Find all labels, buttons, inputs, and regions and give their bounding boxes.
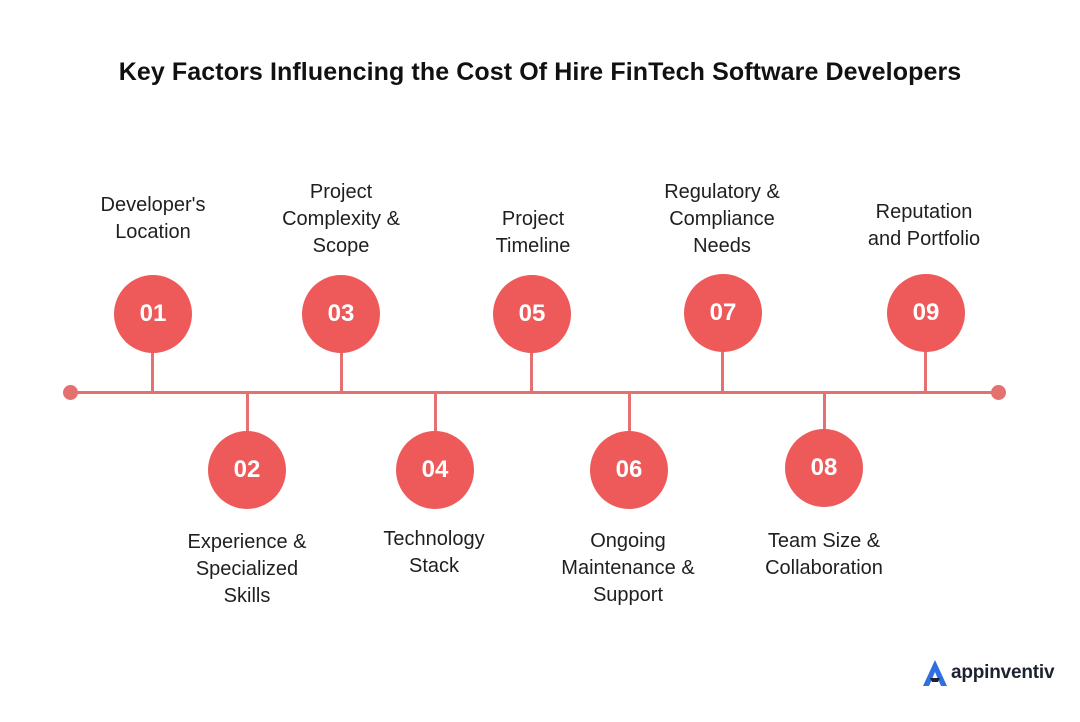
stem-02 xyxy=(246,393,249,433)
step-label-03: Project Complexity & Scope xyxy=(251,179,431,260)
step-circle-07: 07 xyxy=(684,274,762,352)
step-label-01-line-1: Developer's xyxy=(100,194,206,216)
stem-05 xyxy=(530,350,533,392)
step-label-02-line-3: Skills xyxy=(223,585,271,607)
step-label-01-line-2: Location xyxy=(115,221,191,243)
step-label-02-line-1: Experience & xyxy=(187,531,307,553)
step-label-08-line-2: Collaboration xyxy=(765,557,883,579)
step-label-07-line-2: Compliance xyxy=(669,208,775,230)
step-label-07-line-1: Regulatory & xyxy=(664,181,780,203)
appinventiv-logo-icon xyxy=(923,660,947,686)
step-label-06-line-3: Support xyxy=(592,584,664,606)
timeline-start-dot xyxy=(63,385,78,400)
brand-name: appinventiv xyxy=(951,662,1055,683)
stem-08 xyxy=(823,393,826,433)
step-label-04: Technology Stack xyxy=(344,526,524,580)
step-label-06-line-1: Ongoing xyxy=(590,530,666,552)
step-label-08-line-1: Team Size & xyxy=(767,530,881,552)
timeline-end-dot xyxy=(991,385,1006,400)
stem-03 xyxy=(340,350,343,392)
step-label-03-line-3: Scope xyxy=(312,235,370,257)
stem-04 xyxy=(434,393,437,433)
timeline-line xyxy=(70,391,999,394)
step-label-06: Ongoing Maintenance & Support xyxy=(538,528,718,609)
step-label-02-line-2: Specialized xyxy=(195,558,299,580)
step-circle-04: 04 xyxy=(396,431,474,509)
step-label-03-line-1: Project xyxy=(309,181,373,203)
step-circle-02: 02 xyxy=(208,431,286,509)
step-label-08: Team Size & Collaboration xyxy=(734,528,914,582)
step-label-05-line-2: Timeline xyxy=(495,235,571,257)
step-label-05: Project Timeline xyxy=(443,206,623,260)
step-circle-09: 09 xyxy=(887,274,965,352)
step-label-05-line-1: Project xyxy=(501,208,565,230)
page-title: Key Factors Influencing the Cost Of Hire… xyxy=(118,58,962,86)
step-label-02: Experience & Specialized Skills xyxy=(157,529,337,610)
stem-01 xyxy=(151,350,154,392)
stem-06 xyxy=(628,393,631,433)
stem-09 xyxy=(924,350,927,392)
step-label-09-line-2: and Portfolio xyxy=(867,228,981,250)
step-circle-05: 05 xyxy=(493,275,571,353)
step-label-03-line-2: Complexity & xyxy=(282,208,400,230)
stem-07 xyxy=(721,350,724,392)
step-circle-06: 06 xyxy=(590,431,668,509)
step-label-07: Regulatory & Compliance Needs xyxy=(632,179,812,260)
step-label-01: Developer's Location xyxy=(63,192,243,246)
step-label-04-line-2: Stack xyxy=(408,555,460,577)
step-label-09-line-1: Reputation xyxy=(875,201,973,223)
step-label-04-line-1: Technology xyxy=(383,528,485,550)
step-circle-03: 03 xyxy=(302,275,380,353)
step-label-07-line-3: Needs xyxy=(693,235,751,257)
step-label-09: Reputation and Portfolio xyxy=(834,199,1014,253)
step-circle-08: 08 xyxy=(785,429,863,507)
step-label-06-line-2: Maintenance & xyxy=(561,557,695,579)
brand-logo: appinventiv xyxy=(921,657,1055,689)
step-circle-01: 01 xyxy=(114,275,192,353)
